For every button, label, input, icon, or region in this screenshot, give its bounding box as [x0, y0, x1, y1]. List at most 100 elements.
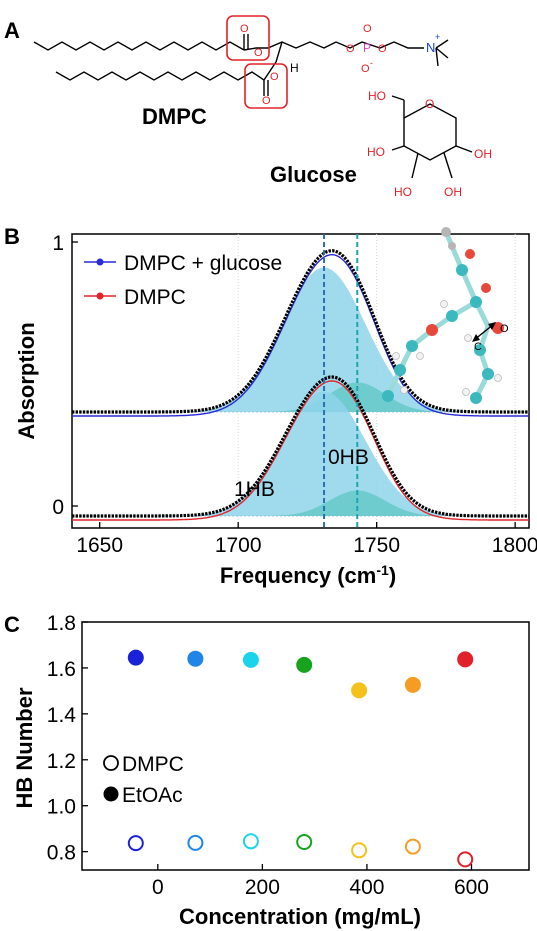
dmpc-point-0 [127, 835, 144, 852]
panel-c-label: C [4, 612, 20, 637]
c-y-tick-label-1.2: 1.2 [47, 750, 76, 773]
glucose-c4-oh [391, 145, 405, 151]
ester-o-4: O [270, 71, 279, 83]
c-x-tick-label-600: 600 [454, 876, 489, 899]
plot-c-points [127, 649, 474, 868]
c-y-tick-label-1.8: 1.8 [47, 612, 76, 635]
dmpc-point-2 [242, 833, 259, 850]
etoac-point-4 [351, 682, 368, 699]
component-label-1hb: 1HB [234, 478, 275, 501]
glucose-ring-o: O [425, 97, 434, 111]
etoac-point-0 [127, 649, 144, 666]
dmpc-point-4 [351, 842, 368, 859]
panel-a-label: A [4, 18, 20, 43]
phosphate-o-minus: O [361, 63, 370, 75]
dmpc-phosphate-chain [335, 41, 424, 49]
experimental-dots-dmpc [72, 375, 529, 518]
plot-c-x-axis-title: Concentration (mg/mL) [179, 904, 421, 929]
plot-b-y-ticks: 01 [52, 232, 78, 519]
plot-b-dashed-lines [323, 234, 359, 528]
y-tick-label-0: 0 [52, 496, 64, 519]
x-tick-label-1800: 1800 [492, 534, 537, 557]
c-x-tick-label-200: 200 [245, 876, 280, 899]
x-tick-label-1750: 1750 [353, 534, 400, 557]
glucose-ring [403, 103, 457, 161]
glucose-ho-3: HO [394, 185, 412, 199]
phosphorus: P [363, 41, 371, 55]
x-tick-label-1700: 1700 [215, 534, 262, 557]
dmpc-point-5 [404, 838, 421, 855]
panel-a: A O O O O H O P O O - [4, 15, 492, 199]
plot-b-y-axis-title: Absorption [14, 322, 39, 439]
glucose-oh-2: OH [444, 185, 462, 199]
chiral-h: H [290, 61, 299, 75]
ester-o-2: O [254, 47, 263, 59]
inset-o-label: O [500, 323, 509, 335]
legend-glucose-marker [96, 258, 104, 266]
component-1hb-fill-upper [72, 267, 529, 412]
fit-curve-dmpc [72, 380, 529, 521]
glucose-ho-1: HO [368, 89, 386, 103]
legend-c-dmpc-text: DMPC [122, 753, 184, 776]
phosphate-o-top: O [363, 23, 372, 35]
legend-dmpc-open-marker [103, 755, 119, 771]
fit-curve-glucose [72, 254, 529, 417]
ester-o-3: O [262, 95, 271, 107]
dmpc-lower-chain [55, 71, 265, 81]
legend-dmpc-marker [96, 292, 104, 300]
etoac-point-2 [242, 651, 259, 668]
panel-b: B 1650 1700 1750 1800 01 [4, 224, 537, 588]
glucose-structure [391, 95, 473, 179]
component-label-0hb: 0HB [328, 446, 369, 469]
experimental-dots-glucose [72, 249, 529, 414]
glucose-ho-2: HO [367, 145, 385, 159]
etoac-point-1 [187, 650, 204, 667]
panel-c: C 0 200 400 600 0.8 1.0 1.2 1.4 1.6 1.8 DMPC EtO… [4, 612, 530, 929]
c-y-tick-label-1.6: 1.6 [47, 658, 76, 681]
n-methyl-1 [435, 39, 449, 49]
plot-b-x-axis-title: Frequency (cm-1) [220, 562, 396, 588]
legend-dmpc-text: DMPC [124, 286, 186, 309]
legend-c-etoac-text: EtOAc [122, 784, 183, 807]
legend-glucose-text: DMPC + glucose [124, 252, 282, 275]
etoac-point-3 [296, 656, 313, 673]
plot-c-legend: DMPC EtOAc [103, 753, 184, 807]
glucose-c3-oh [411, 152, 419, 179]
plot-c-frame [81, 621, 530, 871]
phosphate-minus: - [370, 58, 373, 68]
plot-b-curves [72, 249, 529, 521]
plot-b-frame [71, 233, 530, 529]
plot-c-x-ticks: 0 200 400 600 [152, 864, 489, 899]
choline-n-charge: + [435, 32, 440, 42]
dmpc-structure [33, 34, 449, 96]
etoac-point-5 [404, 676, 421, 693]
legend-etoac-filled-marker [103, 786, 119, 802]
c-y-tick-label-0.8: 0.8 [47, 842, 76, 865]
dmpc-branch [275, 41, 283, 63]
plot-c-y-axis-title: HB Number [12, 687, 37, 808]
c-y-tick-label-1.4: 1.4 [47, 704, 77, 727]
phosphate-o-left: O [346, 43, 355, 55]
panel-b-label: B [4, 224, 20, 249]
plot-b-legend: DMPC + glucose DMPC [84, 252, 282, 309]
dmpc-upper-chain [33, 41, 245, 51]
plot-c-y-ticks: 0.8 1.0 1.2 1.4 1.6 1.8 [47, 612, 88, 865]
ester-o-1: O [240, 23, 249, 35]
c-x-tick-label-400: 400 [349, 876, 384, 899]
dmpc-backbone [243, 41, 337, 51]
glucose-name: Glucose [270, 162, 357, 187]
etoac-point-6 [457, 651, 474, 668]
x-tick-label-1650: 1650 [76, 534, 123, 557]
c-x-tick-label-0: 0 [152, 876, 164, 899]
plot-b-x-ticks: 1650 1700 1750 1800 [76, 522, 537, 557]
dmpc-branch-2 [263, 61, 277, 81]
phosphate-o-right: O [378, 43, 387, 55]
dmpc-point-1 [187, 834, 204, 851]
c-y-tick-label-1: 1.0 [47, 796, 76, 819]
dmpc-point-3 [296, 834, 313, 850]
glucose-c1-oh [455, 145, 473, 153]
dmpc-point-6 [457, 851, 474, 868]
n-methyl-3 [435, 47, 439, 67]
dmpc-molecule-inset: C O [382, 227, 509, 404]
